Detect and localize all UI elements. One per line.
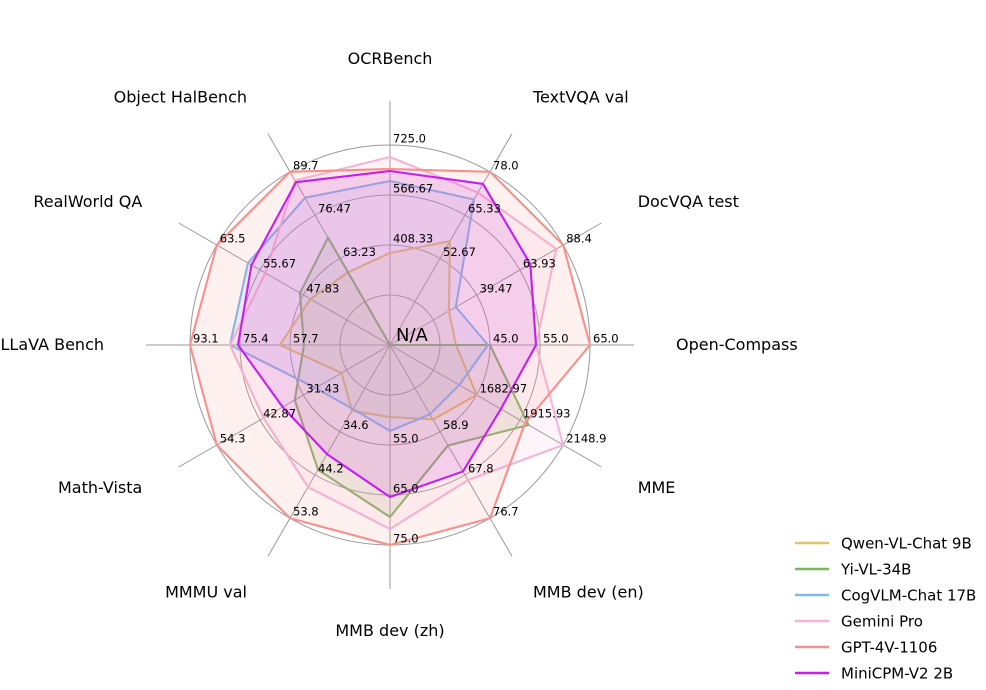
tick-label: 31.43 — [306, 382, 339, 396]
series-line — [236, 169, 538, 499]
tick-label: 63.5 — [220, 232, 246, 246]
tick-label: 58.9 — [443, 418, 469, 432]
tick-label: 89.7 — [293, 158, 319, 172]
tick-label: 1915.93 — [523, 407, 571, 421]
tick-label: 63.93 — [523, 257, 556, 271]
tick-label: 47.83 — [306, 282, 339, 296]
axis-label-realworld-qa: RealWorld QA — [33, 192, 142, 211]
tick-label: 725.0 — [393, 132, 426, 146]
axis-label-open-compass: Open-Compass — [676, 335, 798, 354]
axis-labels-layer: OCRBench TextVQA val DocVQA test Open-Compa… — [1, 49, 798, 640]
series-line — [278, 240, 478, 421]
tick-label: 55.67 — [263, 257, 296, 271]
axis-label-math-vista: Math-Vista — [58, 478, 142, 497]
tick-label: 52.67 — [443, 245, 476, 259]
axis-label-mme: MME — [638, 478, 676, 497]
axis-label-llava-bench: LLaVA Bench — [1, 335, 104, 354]
tick-label: 53.8 — [293, 505, 319, 519]
tick-label: 65.0 — [393, 482, 419, 496]
axis-spoke — [178, 344, 391, 468]
tick-label: 88.4 — [566, 232, 592, 246]
tick-label: 44.2 — [318, 461, 344, 475]
tick-label: 54.3 — [220, 432, 246, 446]
series-line — [228, 155, 565, 531]
series-area — [238, 171, 536, 497]
series-layer — [188, 155, 592, 547]
axis-label-mmb-dev-zh: MMB dev (zh) — [335, 621, 444, 640]
legend-label[interactable]: Gemini Pro — [841, 613, 923, 631]
tick-label: 408.33 — [393, 232, 433, 246]
tick-label: 63.23 — [343, 245, 376, 259]
legend-label[interactable]: GPT-4V-1106 — [841, 639, 937, 657]
tick-labels-layer: 408.33 566.67 725.0 52.67 65.33 78.0 39.47 63.9… — [193, 132, 619, 546]
axis-label-docvqa-test: DocVQA test — [638, 192, 739, 211]
axis-label-ocrbench: OCRBench — [348, 49, 433, 68]
series-area — [230, 181, 488, 431]
center-na-label: N/A — [396, 325, 429, 346]
axis-spoke — [389, 344, 602, 468]
axis-spoke — [389, 344, 513, 557]
series-area — [294, 237, 529, 518]
tick-label: 78.0 — [493, 158, 519, 172]
tick-label: 65.0 — [593, 332, 619, 346]
series-line — [228, 179, 490, 433]
series-line — [293, 236, 530, 519]
axis-label-object-halbench: Object HalBench — [114, 87, 247, 106]
tick-label: 76.7 — [493, 505, 519, 519]
tick-label: 2148.9 — [566, 432, 606, 446]
tick-label: 1682.97 — [480, 382, 528, 396]
axis-spoke — [389, 133, 513, 346]
tick-label: 75.0 — [393, 532, 419, 546]
axis-label-textvqa-val: TextVQA val — [532, 87, 629, 106]
axis-label-mmmu-val: MMMU val — [165, 583, 247, 602]
tick-label: 34.6 — [343, 418, 369, 432]
tick-label: 76.47 — [318, 202, 351, 216]
axis-spoke — [178, 222, 391, 346]
series-line — [188, 167, 592, 547]
legend-label[interactable]: Qwen-VL-Chat 9B — [841, 535, 972, 553]
tick-label: 75.4 — [243, 332, 269, 346]
series-area — [230, 157, 564, 529]
series-area — [190, 169, 590, 545]
legend: Qwen-VL-Chat 9B Yi-VL-34B CogVLM-Chat 17B G… — [795, 535, 976, 683]
tick-label: 45.0 — [493, 332, 519, 346]
legend-label[interactable]: Yi-VL-34B — [840, 561, 911, 579]
tick-label: 93.1 — [193, 332, 219, 346]
tick-label: 566.67 — [393, 182, 433, 196]
tick-label: 57.7 — [293, 332, 319, 346]
tick-label: 39.47 — [480, 282, 513, 296]
tick-label: 55.0 — [543, 332, 569, 346]
legend-label[interactable]: MiniCPM-V2 2B — [841, 665, 953, 683]
tick-label: 55.0 — [393, 432, 419, 446]
tick-label: 67.8 — [468, 461, 494, 475]
tick-label: 65.33 — [468, 202, 501, 216]
legend-label[interactable]: CogVLM-Chat 17B — [841, 587, 976, 605]
axis-label-mmb-dev-en: MMB dev (en) — [533, 583, 644, 602]
tick-label: 42.87 — [263, 407, 296, 421]
axis-spoke — [389, 222, 602, 346]
axis-spoke — [267, 344, 391, 557]
